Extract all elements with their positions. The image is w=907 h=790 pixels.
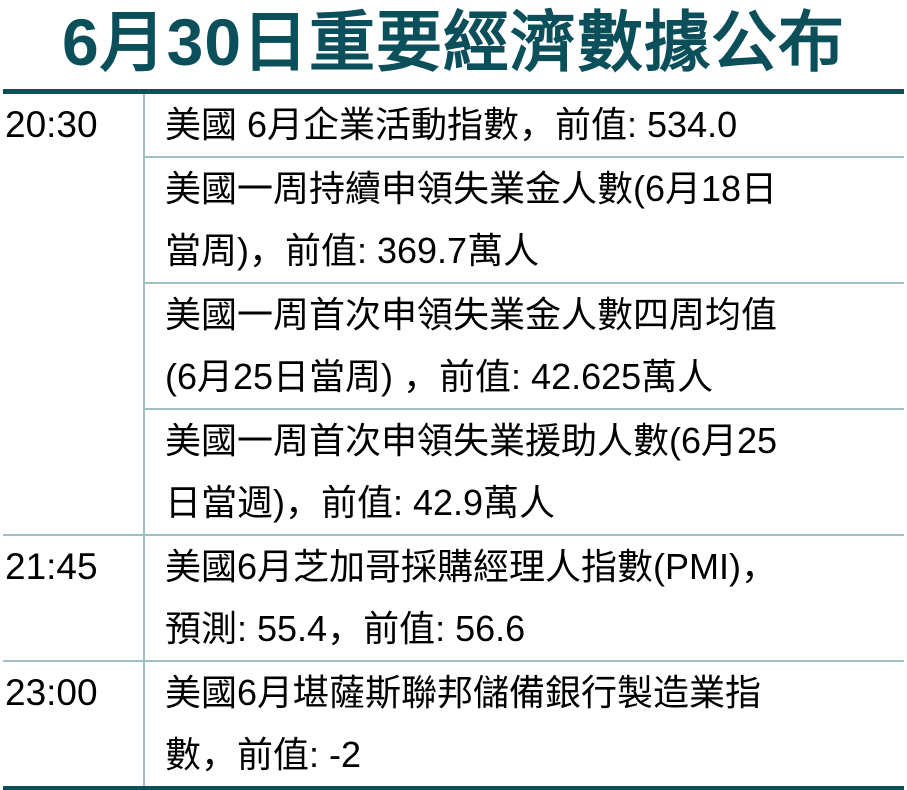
- release-item-line: 當周)，前值: 369.7萬人: [165, 230, 540, 271]
- release-time: 20:30: [3, 94, 145, 534]
- release-item-line: 預測: 55.4，前值: 56.6: [165, 608, 526, 649]
- release-list: 美國6月堪薩斯聯邦儲備銀行製造業指 數，前值: -2: [145, 662, 904, 786]
- release-item: 美國一周持續申領失業金人數(6月18日 當周)，前值: 369.7萬人: [145, 156, 904, 282]
- bottom-divider: [3, 786, 904, 790]
- release-time: 23:00: [3, 662, 145, 786]
- time-group: 21:45 美國6月芝加哥採購經理人指數(PMI)， 預測: 55.4，前值: 56…: [3, 534, 904, 660]
- release-item-line: (6月25日當周) ，前值: 42.625萬人: [165, 356, 714, 397]
- time-group: 20:30 美國 6月企業活動指數，前值: 534.0 美國一周持續申領失業金人數(…: [3, 94, 904, 534]
- release-item-line: 美國6月芝加哥採購經理人指數(PMI)，: [165, 546, 778, 587]
- release-time: 21:45: [3, 536, 145, 660]
- title-divider: [3, 89, 904, 94]
- release-item: 美國一周首次申領失業援助人數(6月25 日當週)，前值: 42.9萬人: [145, 408, 904, 534]
- release-item: 美國 6月企業活動指數，前值: 534.0: [145, 94, 904, 156]
- release-item-line: 美國6月堪薩斯聯邦儲備銀行製造業指: [165, 672, 762, 713]
- page-title: 6月30日重要經濟數據公布: [61, 5, 846, 79]
- release-list: 美國 6月企業活動指數，前值: 534.0 美國一周持續申領失業金人數(6月18日…: [145, 94, 904, 534]
- release-item: 美國6月芝加哥採購經理人指數(PMI)， 預測: 55.4，前值: 56.6: [145, 536, 904, 660]
- release-item: 美國6月堪薩斯聯邦儲備銀行製造業指 數，前值: -2: [145, 662, 904, 786]
- release-item-line: 數，前值: -2: [165, 734, 362, 775]
- release-item-line: 美國一周首次申領失業金人數四周均值: [165, 294, 778, 335]
- schedule-table: 20:30 美國 6月企業活動指數，前值: 534.0 美國一周持續申領失業金人數(…: [0, 94, 907, 786]
- release-item-line: 美國 6月企業活動指數，前值: 534.0: [165, 104, 738, 145]
- release-item-line: 美國一周首次申領失業援助人數(6月25: [165, 420, 778, 461]
- release-list: 美國6月芝加哥採購經理人指數(PMI)， 預測: 55.4，前值: 56.6: [145, 536, 904, 660]
- release-item: 美國一周首次申領失業金人數四周均值 (6月25日當周) ，前值: 42.625萬人: [145, 282, 904, 408]
- release-item-line: 日當週)，前值: 42.9萬人: [165, 482, 556, 523]
- release-item-line: 美國一周持續申領失業金人數(6月18日: [165, 168, 778, 209]
- time-group: 23:00 美國6月堪薩斯聯邦儲備銀行製造業指 數，前值: -2: [3, 660, 904, 786]
